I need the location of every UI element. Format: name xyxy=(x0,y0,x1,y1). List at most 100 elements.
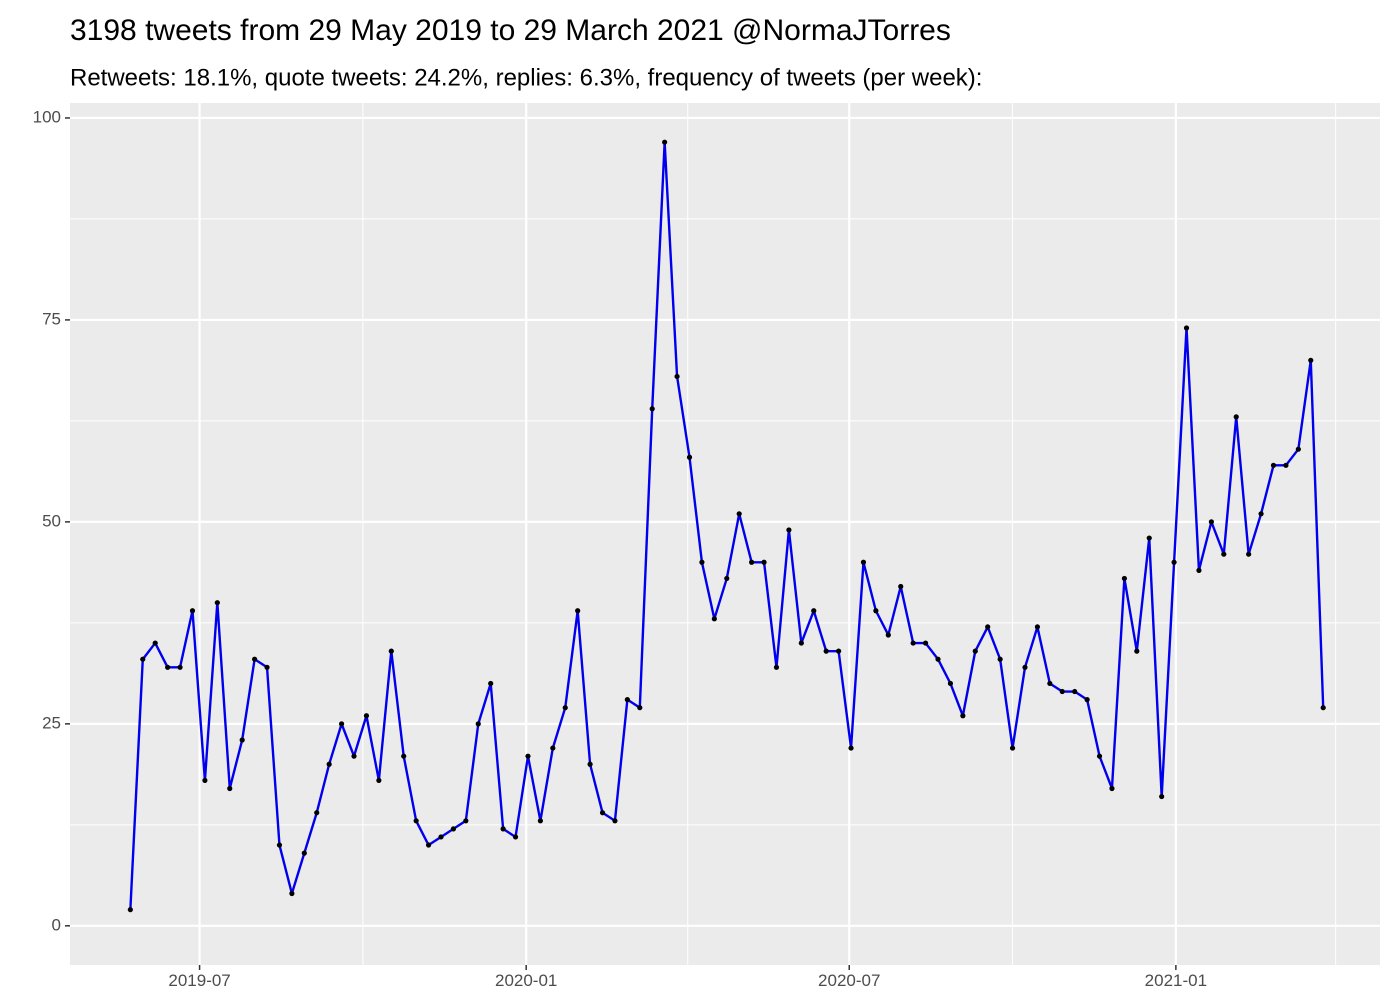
point xyxy=(450,826,457,832)
point xyxy=(338,721,345,727)
point xyxy=(599,810,606,816)
point xyxy=(1270,462,1277,468)
point xyxy=(985,624,991,630)
point xyxy=(152,640,158,646)
point xyxy=(637,705,643,711)
point xyxy=(972,648,978,654)
point xyxy=(1009,745,1016,751)
y-tick-label: 50 xyxy=(42,511,61,530)
point xyxy=(1109,785,1115,792)
point xyxy=(550,745,556,751)
x-tick-label: 2020-07 xyxy=(818,971,880,990)
point xyxy=(301,850,307,856)
point xyxy=(1308,357,1314,363)
point xyxy=(873,608,879,614)
point xyxy=(674,373,680,380)
point xyxy=(1047,680,1053,687)
point xyxy=(214,600,220,606)
point xyxy=(997,656,1003,662)
point xyxy=(326,761,332,767)
point xyxy=(960,713,966,719)
point xyxy=(1171,559,1177,565)
point xyxy=(512,834,519,840)
point xyxy=(1320,705,1326,711)
y-tick-label: 25 xyxy=(42,713,61,732)
point xyxy=(1196,567,1202,573)
point xyxy=(773,664,780,670)
point xyxy=(1072,688,1078,695)
point xyxy=(649,406,655,412)
point xyxy=(922,640,929,646)
point xyxy=(500,826,506,832)
point xyxy=(811,608,817,614)
point xyxy=(624,697,630,703)
y-tick-label: 100 xyxy=(33,107,61,126)
point xyxy=(562,705,568,711)
point xyxy=(289,890,295,897)
point xyxy=(252,656,258,662)
point xyxy=(1159,793,1165,800)
point xyxy=(1034,624,1041,630)
point xyxy=(363,713,370,719)
point xyxy=(1233,414,1239,420)
point xyxy=(276,842,283,848)
point xyxy=(736,511,742,517)
point xyxy=(1246,551,1252,557)
point xyxy=(264,664,270,670)
point xyxy=(749,559,755,565)
point xyxy=(314,810,320,816)
point xyxy=(935,656,941,662)
point xyxy=(575,608,581,614)
point xyxy=(351,753,357,759)
point xyxy=(761,559,767,565)
point xyxy=(1022,664,1028,670)
point xyxy=(947,680,954,687)
point xyxy=(1059,688,1065,695)
point xyxy=(413,818,419,824)
point xyxy=(885,632,891,638)
point xyxy=(711,616,717,622)
x-tick-label: 2021-01 xyxy=(1145,971,1207,990)
point xyxy=(1183,325,1190,331)
point xyxy=(227,785,233,792)
point xyxy=(388,648,394,654)
point xyxy=(1096,753,1103,759)
point xyxy=(898,583,904,590)
point xyxy=(1146,535,1152,541)
point xyxy=(1295,446,1301,452)
point xyxy=(165,664,171,670)
point xyxy=(202,777,208,784)
point xyxy=(1134,648,1140,654)
point xyxy=(836,648,842,654)
point xyxy=(1221,551,1227,557)
point xyxy=(525,753,531,759)
point xyxy=(1283,462,1289,468)
marks xyxy=(127,139,1326,913)
point xyxy=(1121,575,1127,582)
point xyxy=(686,454,693,460)
y-tick-label: 75 xyxy=(42,309,61,328)
point xyxy=(463,818,469,824)
point xyxy=(1084,697,1090,703)
point xyxy=(662,139,668,145)
point xyxy=(376,777,382,784)
point xyxy=(177,664,183,670)
y-tick-label: 0 xyxy=(52,915,61,934)
point xyxy=(798,640,804,646)
point xyxy=(612,818,618,824)
point xyxy=(699,559,705,565)
point xyxy=(475,721,481,727)
point xyxy=(425,842,432,848)
x-tick-label: 2020-01 xyxy=(495,971,557,990)
point xyxy=(587,761,593,767)
point xyxy=(1258,511,1264,517)
point xyxy=(140,656,146,662)
point xyxy=(438,834,444,840)
point xyxy=(537,818,543,824)
x-tick-label: 2019-07 xyxy=(168,971,230,990)
point xyxy=(860,559,867,565)
point xyxy=(401,753,407,759)
point xyxy=(910,640,916,646)
